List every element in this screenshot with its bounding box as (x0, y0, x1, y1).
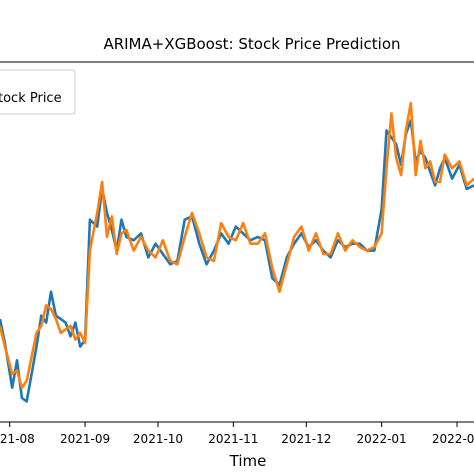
x-axis-label: Time (229, 452, 267, 470)
x-tick-label: 2021-11 (208, 432, 258, 446)
plot-area (0, 62, 474, 422)
legend-entry-label: tock Price (0, 91, 62, 106)
x-tick-label: 2021-08 (0, 432, 35, 446)
x-tick-label: 2021-10 (133, 432, 183, 446)
x-ticks: 2021-08 2021-09 2021-10 2021-11 2021-12 2022-… (0, 422, 474, 446)
series-line-2 (0, 101, 474, 390)
x-tick-label: 2022-01 (357, 432, 407, 446)
x-tick-label: 2022-02 (432, 432, 474, 446)
x-tick-label: 2021-09 (60, 432, 110, 446)
series-layer (0, 101, 474, 403)
x-tick-label: 2021-12 (281, 432, 331, 446)
chart-title: ARIMA+XGBoost: Stock Price Prediction (103, 35, 400, 53)
legend-box (0, 69, 76, 115)
legend: tock Price (0, 69, 76, 115)
